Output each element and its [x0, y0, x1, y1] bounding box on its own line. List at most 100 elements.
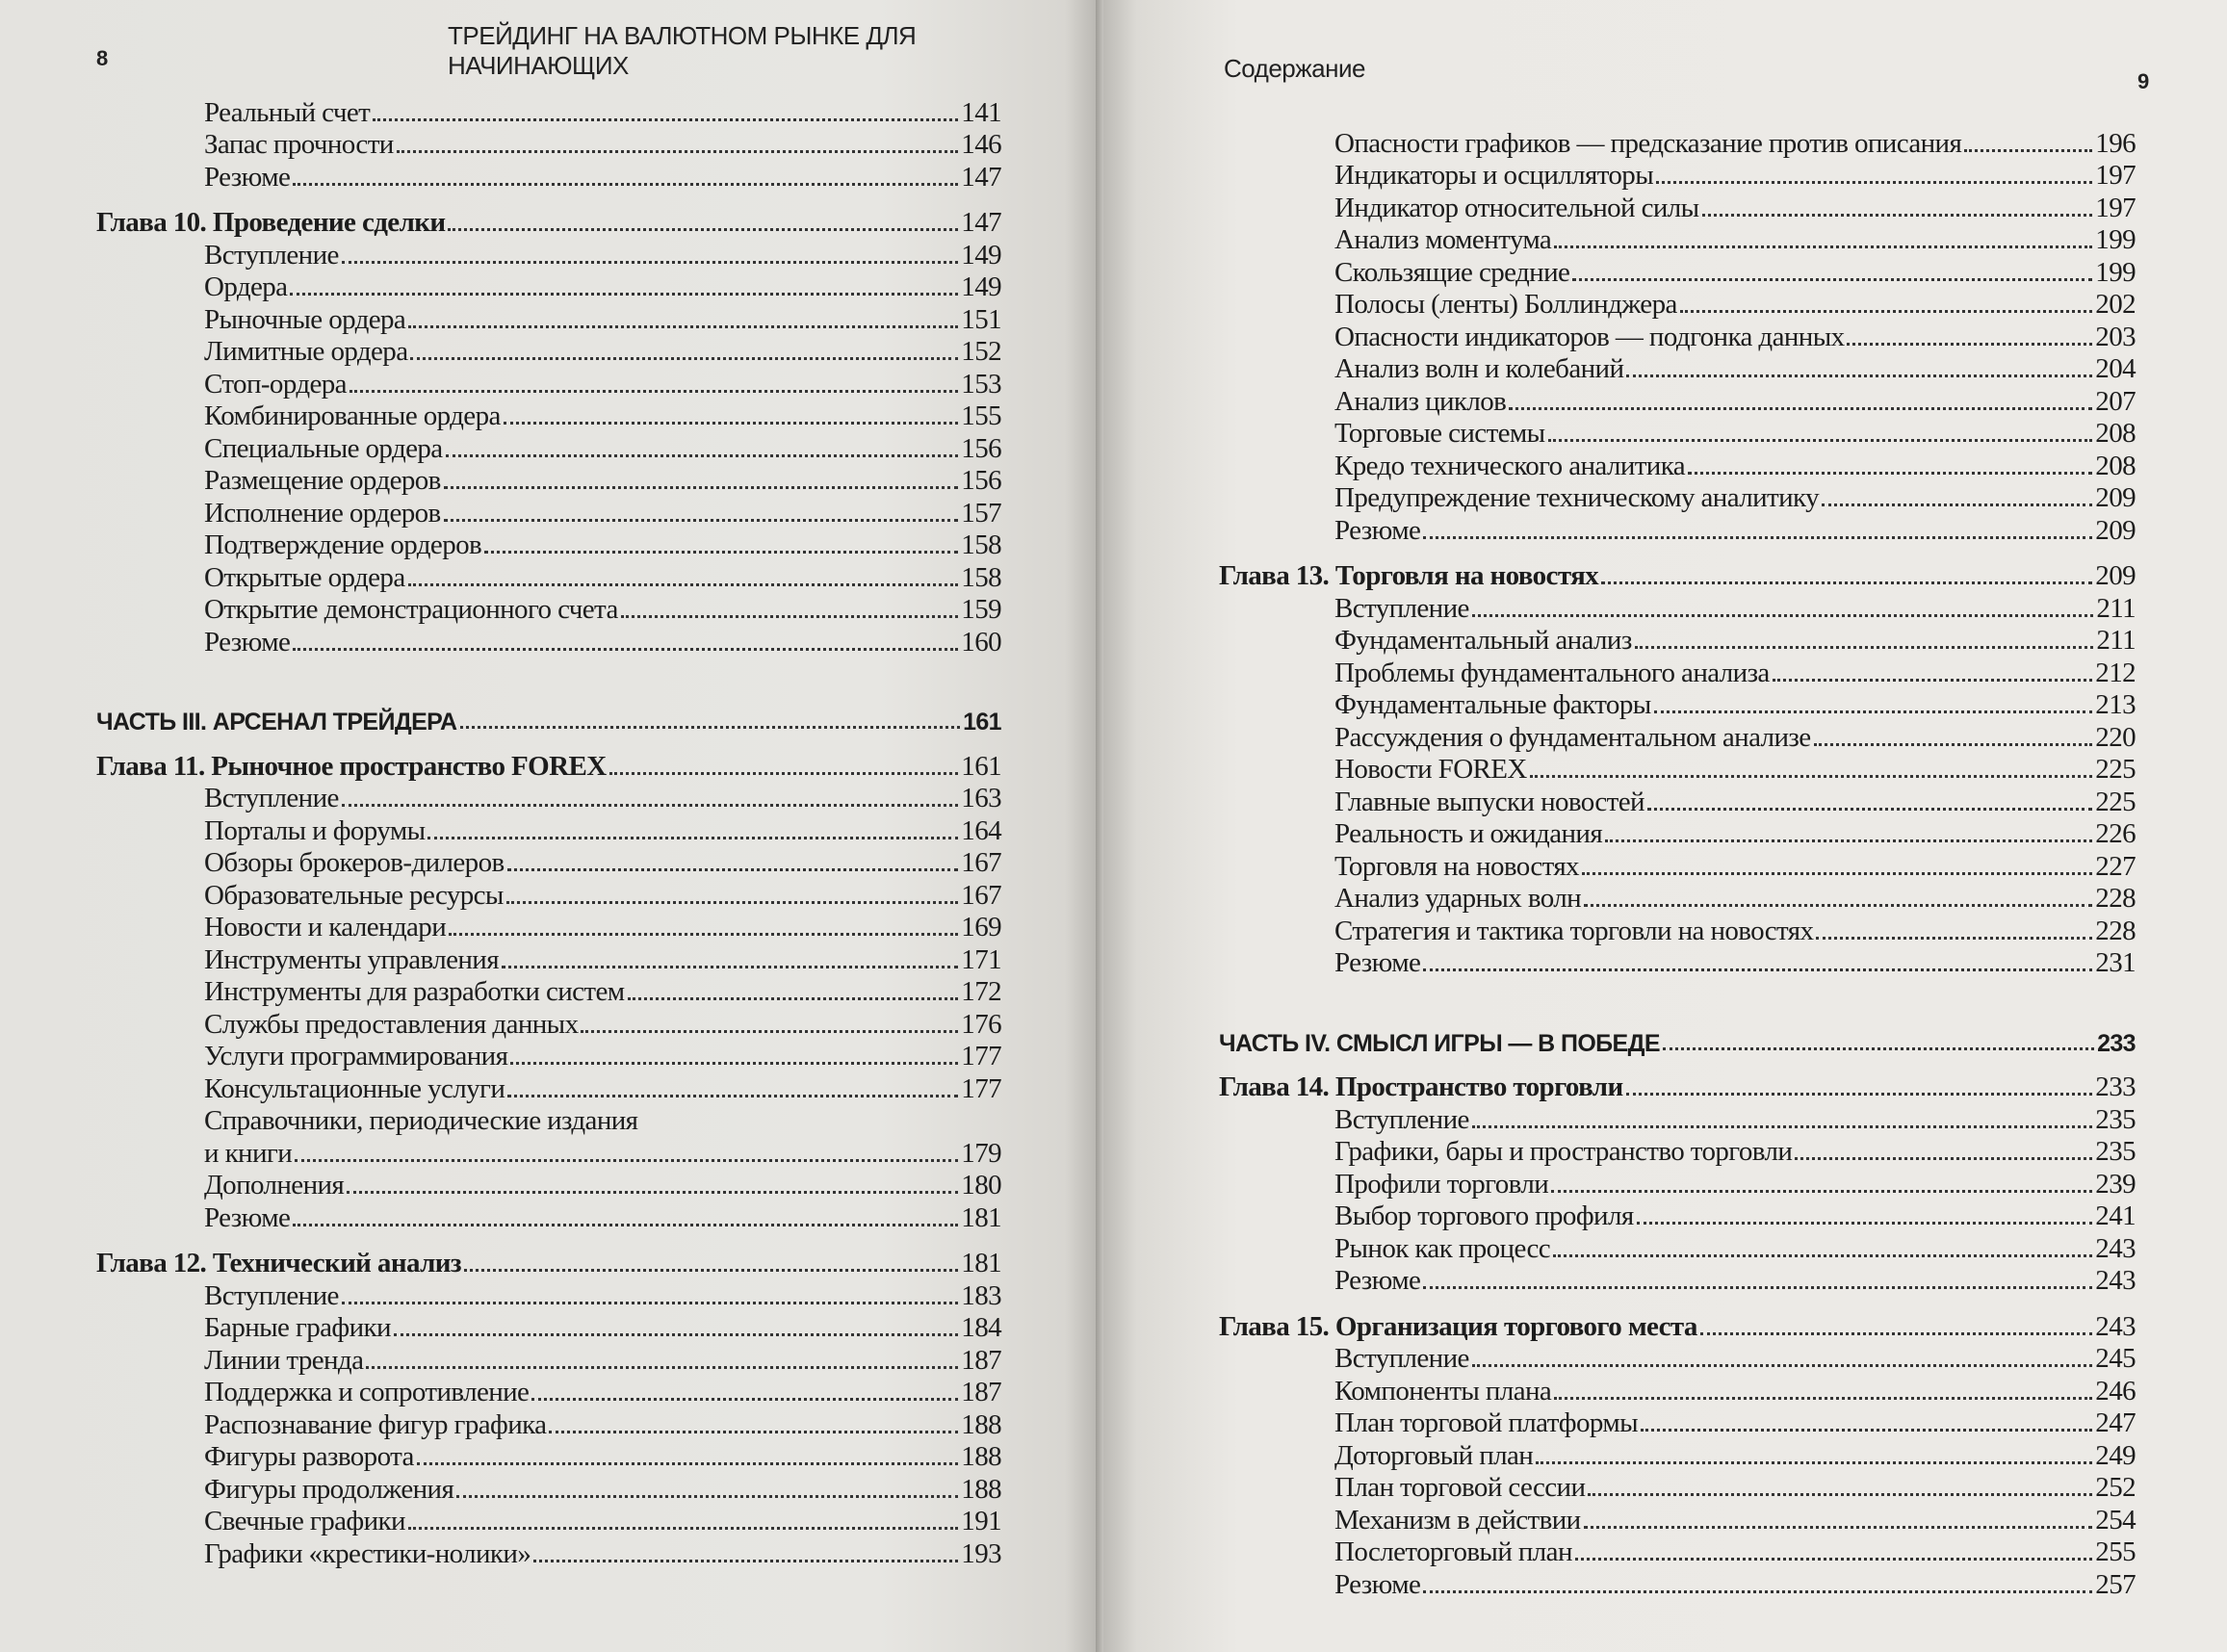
toc-entry-section: Справочники, периодические издания — [96, 1105, 1001, 1138]
toc-entry-section: Фундаментальные факторы 213 — [1219, 689, 2136, 722]
entry-title: Линии тренда — [204, 1344, 364, 1376]
dot-leader — [507, 1094, 959, 1097]
toc-entry-section: Компоненты плана 246 — [1219, 1375, 2136, 1407]
toc-entry-section: План торговой сессии 252 — [1219, 1472, 2136, 1505]
entry-page-number: 157 — [961, 497, 1001, 529]
entry-title: Рассуждения о фундаментальном анализе — [1334, 721, 1811, 753]
dot-leader — [609, 771, 959, 775]
dot-leader — [1646, 807, 2093, 811]
entry-page-number: 231 — [2095, 947, 2136, 978]
entry-page-number: 176 — [961, 1008, 1001, 1040]
entry-title: Вступление — [204, 239, 339, 271]
entry-page-number: 257 — [2095, 1568, 2136, 1600]
entry-page-number: 233 — [2095, 1071, 2136, 1102]
entry-title: Глава 15. Организация торгового места — [1219, 1310, 1697, 1342]
entry-title: Глава 11. Рыночное пространство FOREX — [96, 750, 607, 782]
entry-page-number: 177 — [961, 1041, 1001, 1071]
entry-title: Фундаментальный анализ — [1334, 625, 1632, 656]
entry-page-number: 246 — [2095, 1375, 2136, 1407]
toc-entry-section: Рынок как процесс 243 — [1219, 1232, 2136, 1265]
entry-page-number: 188 — [961, 1441, 1001, 1472]
entry-page-number: 199 — [2095, 256, 2136, 288]
dot-leader — [1584, 904, 2093, 907]
entry-page-number: 158 — [961, 561, 1001, 593]
dot-leader — [1688, 471, 2093, 475]
toc-entry-chapter: Глава 12. Технический анализ 181 — [96, 1248, 1002, 1280]
toc-entry-section: Резюме 231 — [1219, 947, 2136, 980]
entry-page-number: 202 — [2095, 289, 2136, 320]
toc-entry-section: Распознавание фигур графика 188 — [96, 1408, 1002, 1441]
entry-title: Торговые системы — [1334, 418, 1545, 449]
toc-entry-chapter: Глава 10. Проведение сделки 147 — [96, 207, 1002, 240]
entry-title: ЧАСТЬ III. АРСЕНАЛ ТРЕЙДЕРА — [96, 709, 457, 736]
entry-page-number: 179 — [961, 1137, 1001, 1169]
dot-leader — [448, 228, 959, 231]
entry-title: Главные выпуски новостей — [1334, 786, 1645, 817]
entry-title: Послеторговый план — [1334, 1536, 1572, 1567]
toc-entry-section: Резюме 181 — [96, 1201, 1002, 1234]
entry-title: Поддержка и сопротивление — [204, 1377, 530, 1407]
entry-title: Вступление — [204, 1279, 339, 1311]
toc-entry-chapter: Глава 11. Рыночное пространство FOREX 161 — [96, 750, 1002, 783]
entry-page-number: 220 — [2095, 721, 2136, 753]
entry-title: Вступление — [1334, 1103, 1469, 1135]
entry-page-number: 252 — [2095, 1472, 2136, 1503]
toc-entry-section: Выбор торгового профиля 241 — [1219, 1200, 2136, 1233]
dot-leader — [293, 647, 959, 651]
entry-page-number: 153 — [961, 368, 1001, 400]
entry-title: Предупреждение техническому аналитику — [1334, 482, 1820, 513]
entry-page-number: 235 — [2095, 1103, 2136, 1135]
dot-leader — [393, 1333, 959, 1336]
dot-leader — [1662, 1046, 2095, 1050]
entry-title: Исполнение ордеров — [204, 497, 441, 529]
dot-leader — [1701, 213, 2093, 217]
toc-entry-section: Барные графики 184 — [96, 1312, 1002, 1345]
toc-entry-section: Вступление 235 — [1219, 1103, 2136, 1136]
dot-leader — [1554, 245, 2093, 248]
entry-page-number: 167 — [961, 879, 1001, 911]
dot-leader — [410, 357, 959, 360]
entry-title: Вступление — [204, 783, 339, 813]
entry-page-number: 159 — [961, 594, 1001, 625]
toc-entry-section: Услуги программирования 177 — [96, 1041, 1002, 1073]
toc-entry-chapter: Глава 15. Организация торгового места 243 — [1219, 1310, 2136, 1343]
entry-title: Механизм в действии — [1334, 1504, 1581, 1536]
entry-title: Подтверждение ордеров — [204, 529, 482, 560]
dot-leader — [449, 933, 959, 936]
entry-title: Справочники, периодические издания — [204, 1105, 638, 1136]
toc-entry-section: Размещение ордеров 156 — [96, 465, 1002, 498]
dot-leader — [1423, 1589, 2093, 1593]
dot-leader — [290, 293, 959, 296]
toc-entry-part: ЧАСТЬ IV. СМЫСЛ ИГРЫ — В ПОБЕДЕ 233 — [1219, 1025, 2136, 1058]
dot-leader — [506, 868, 959, 871]
entry-page-number: 226 — [2095, 818, 2136, 849]
entry-title: Консультационные услуги — [204, 1072, 505, 1104]
toc-entry-section: Профили торговли 239 — [1219, 1168, 2136, 1200]
entry-page-number: 149 — [961, 239, 1001, 271]
entry-title: Рыночные ордера — [204, 303, 406, 335]
dot-leader — [1605, 839, 2093, 842]
dot-leader — [1471, 1364, 2093, 1367]
dot-leader — [416, 1462, 959, 1465]
entry-title: Компоненты плана — [1334, 1375, 1552, 1407]
entry-title: Стоп-ордера — [204, 368, 348, 400]
entry-page-number: 152 — [961, 336, 1001, 367]
dot-leader — [501, 965, 959, 968]
toc-entry-section: Исполнение ордеров 157 — [96, 497, 1002, 529]
entry-page-number: 243 — [2095, 1265, 2136, 1296]
entry-page-number: 225 — [2095, 786, 2136, 817]
entry-title: Полосы (ленты) Боллинджера — [1334, 289, 1677, 320]
entry-title: Стратегия и тактика торговли на новостях — [1334, 915, 1814, 946]
entry-title: Резюме — [1334, 1265, 1421, 1296]
entry-title: Образовательные ресурсы — [204, 879, 504, 911]
entry-page-number: 196 — [2095, 127, 2136, 159]
entry-page-number: 188 — [961, 1408, 1001, 1440]
dot-leader — [1653, 710, 2093, 713]
toc-entry-section: Лимитные ордера 152 — [96, 336, 1002, 369]
toc-entry-section: Графики, бары и пространство торговли 235 — [1219, 1136, 2136, 1169]
dot-leader — [505, 900, 959, 904]
entry-page-number: 209 — [2095, 560, 2136, 591]
entry-page-number: 181 — [961, 1201, 1001, 1233]
toc-entry-section: Фигуры разворота 188 — [96, 1441, 1002, 1474]
entry-title: Службы предоставления данных — [204, 1008, 579, 1040]
